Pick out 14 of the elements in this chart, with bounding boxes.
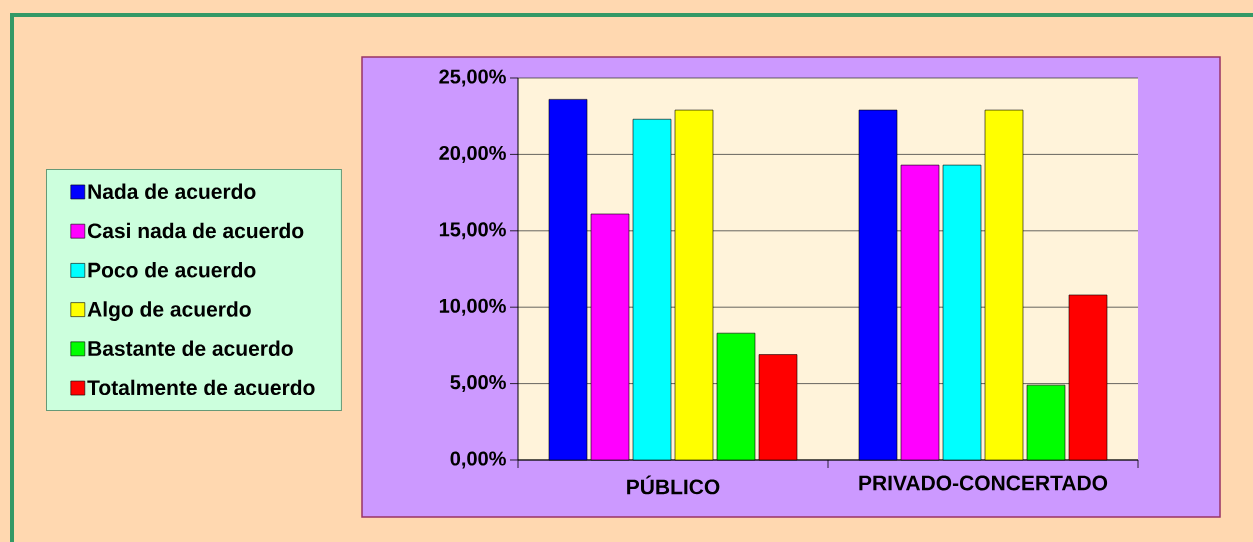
y-tick-label: 0,00% bbox=[450, 451, 506, 469]
legend-label: Casi nada de acuerdo bbox=[87, 222, 304, 239]
x-tick-label: PÚBLICO bbox=[627, 475, 720, 495]
legend-label: Bastante de acuerdo bbox=[88, 340, 293, 356]
y-tick-label: 25,00% bbox=[439, 69, 506, 87]
legend-label: Totalmente de acuerdo bbox=[87, 379, 315, 396]
x-tick-label: PRIVADO-CONCERTADO bbox=[859, 475, 1108, 491]
y-tick-label: 5,00% bbox=[450, 375, 506, 393]
legend-label: Algo de acuerdo bbox=[87, 301, 251, 321]
legend-label: Poco de acuerdo bbox=[88, 262, 256, 278]
y-tick-label: 15,00% bbox=[439, 222, 506, 240]
legend-label: Nada de acuerdo bbox=[88, 183, 256, 200]
y-tick-label: 20,00% bbox=[439, 145, 506, 163]
y-tick-label: 10,00% bbox=[439, 298, 506, 316]
